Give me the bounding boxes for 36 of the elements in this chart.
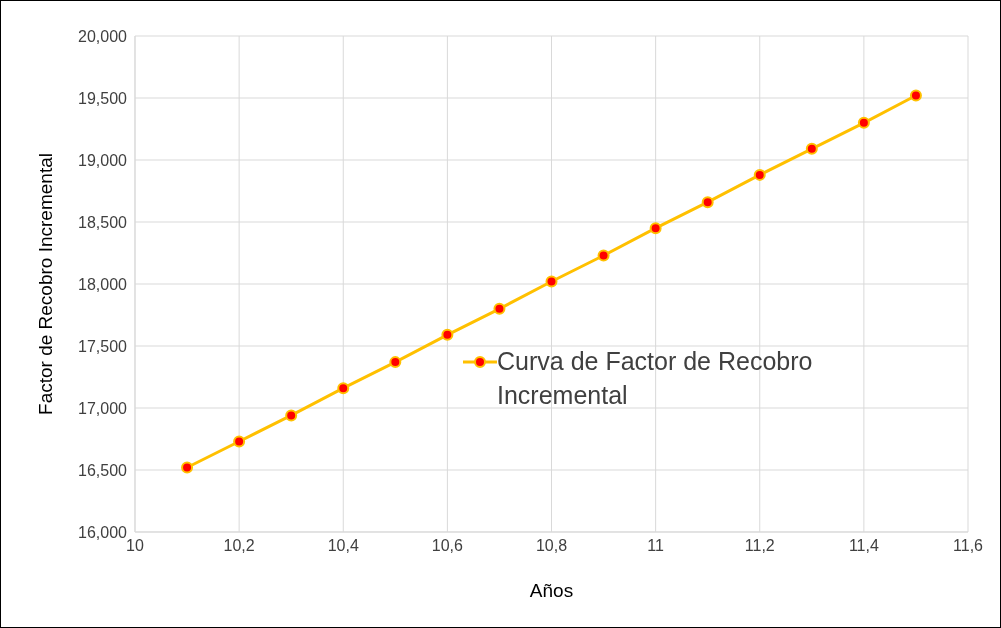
point [389,356,402,369]
x-tick-label: 10,8 [535,537,568,555]
point [337,382,350,395]
x-tick-label: 11,4 [848,537,879,555]
point [649,222,662,235]
x-axis-title: Años [529,580,574,601]
point [909,89,922,102]
y-tick-label: 16,500 [78,461,128,479]
point [233,435,246,448]
x-tick-label: 10 [126,537,144,555]
point [597,249,610,262]
y-tick-label: 18,500 [78,213,128,231]
point [545,275,558,288]
x-tick-label: 10,2 [223,537,255,555]
y-tick-label: 16,000 [78,523,128,541]
y-tick-label: 20,000 [78,27,128,45]
x-tick-label: 11 [647,537,665,555]
y-tick-label: 17,500 [78,337,128,355]
y-tick-label: 18,000 [78,275,128,293]
y-axis-title: Factor de Recobro Incremental [34,153,56,415]
x-tick-label: 10,6 [431,537,464,555]
point [701,196,714,209]
y-tick-label: 17,000 [78,399,128,417]
y-tick-label: 19,000 [78,151,128,169]
point [285,409,298,422]
point [805,142,818,155]
x-tick-label: 11,6 [953,537,984,555]
y-tick-label: 19,500 [78,89,128,107]
x-tick-label: 10,4 [327,537,359,555]
point [441,328,454,341]
point [493,302,506,315]
legend-label: Curva de Factor de Recobro Incremental [497,346,814,411]
point [753,168,766,181]
point [857,116,870,129]
x-tick-label: 11,2 [744,537,775,555]
point [181,461,194,474]
